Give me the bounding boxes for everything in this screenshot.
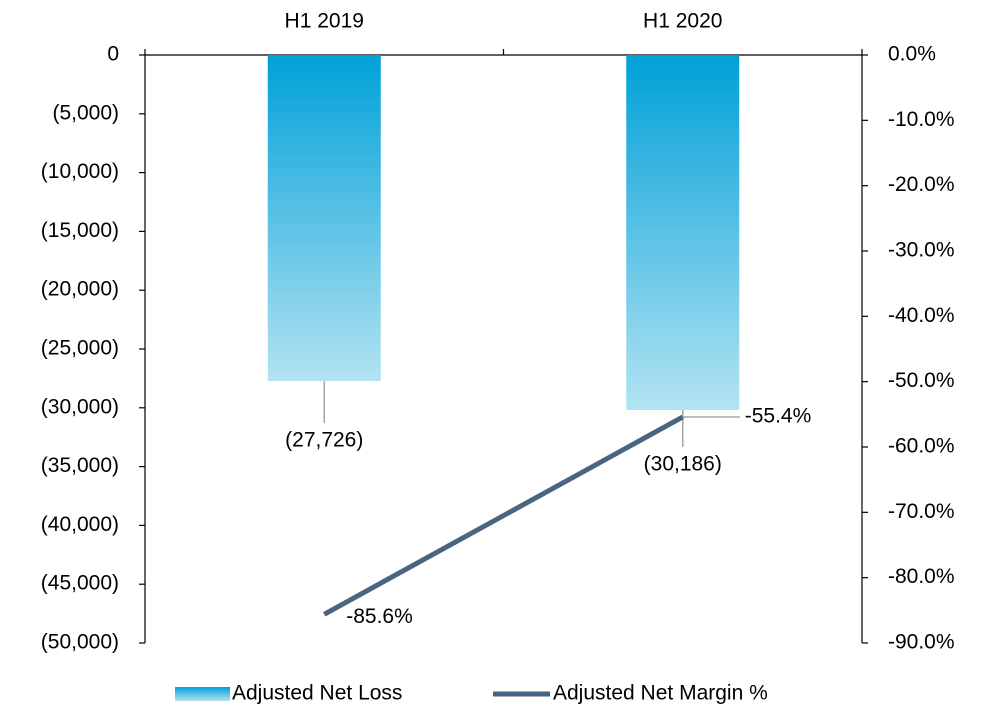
x-tick-label: H1 2019: [285, 10, 364, 33]
y2-tick-label: -40.0%: [888, 304, 955, 327]
y-tick-label: 0: [107, 43, 119, 66]
data-label: (27,726): [285, 429, 363, 452]
line: [323, 414, 684, 617]
bar: [626, 55, 740, 410]
y2-tick-label: -90.0%: [888, 631, 955, 654]
y-tick-label: (40,000): [41, 513, 119, 536]
y2-tick-label: -70.0%: [888, 500, 955, 523]
legend-label: Adjusted Net Margin %: [553, 682, 768, 705]
y2-tick-label: -10.0%: [888, 108, 955, 131]
y-tick-label: (5,000): [52, 101, 119, 124]
y-tick-label: (20,000): [41, 278, 119, 301]
y-tick-label: (15,000): [41, 219, 119, 242]
y2-tick-label: -80.0%: [888, 565, 955, 588]
y-tick-label: (45,000): [41, 572, 119, 595]
data-label: -85.6%: [346, 605, 413, 628]
y-tick-label: (10,000): [41, 160, 119, 183]
legend-swatch: [175, 687, 230, 701]
y2-tick-label: -20.0%: [888, 173, 955, 196]
data-label: (30,186): [644, 453, 722, 476]
data-label: -55.4%: [745, 404, 812, 427]
y2-tick-label: 0.0%: [888, 43, 936, 66]
y-tick-label: (50,000): [41, 631, 119, 654]
y2-tick-label: -30.0%: [888, 239, 955, 262]
y-tick-label: (25,000): [41, 337, 119, 360]
legend-label: Adjusted Net Loss: [232, 682, 402, 705]
bar: [267, 55, 381, 382]
x-tick-label: H1 2020: [643, 10, 722, 33]
y2-tick-label: -50.0%: [888, 369, 955, 392]
y-tick-label: (35,000): [41, 454, 119, 477]
y-tick-label: (30,000): [41, 395, 119, 418]
y2-tick-label: -60.0%: [888, 435, 955, 458]
